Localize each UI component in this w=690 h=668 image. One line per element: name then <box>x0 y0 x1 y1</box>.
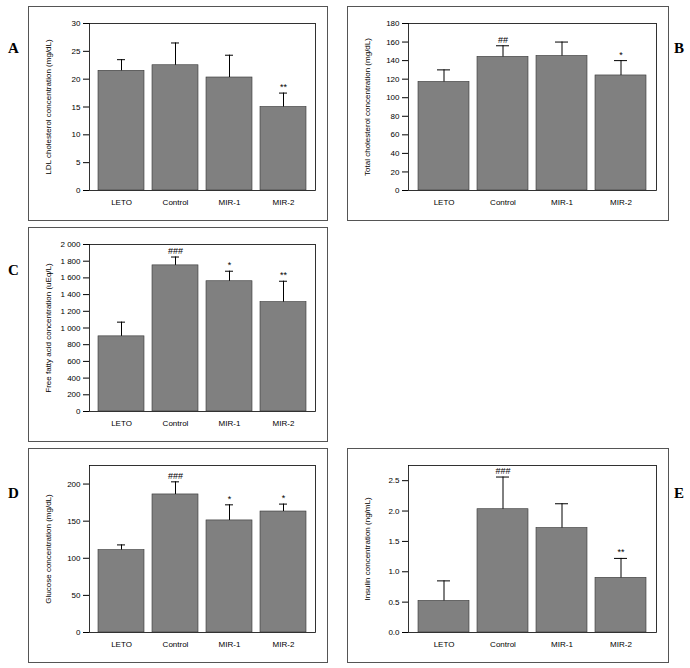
svg-text:60: 60 <box>391 130 400 139</box>
svg-text:Insulin concentration (ng/mL): Insulin concentration (ng/mL) <box>363 497 372 601</box>
html-text:D: D <box>8 485 19 501</box>
svg-text:100: 100 <box>386 93 400 102</box>
svg-text:40: 40 <box>391 149 400 158</box>
svg-text:2.0: 2.0 <box>388 507 400 516</box>
svg-text:Control: Control <box>163 198 189 207</box>
svg-text:50: 50 <box>72 591 81 600</box>
svg-text:0: 0 <box>76 186 81 195</box>
svg-text:Control: Control <box>490 198 516 207</box>
svg-text:400: 400 <box>67 374 81 383</box>
svg-text:800: 800 <box>67 340 81 349</box>
svg-text:160: 160 <box>386 38 400 47</box>
svg-text:1 600: 1 600 <box>60 273 81 282</box>
svg-text:5: 5 <box>76 158 81 167</box>
svg-text:**: ** <box>280 270 288 280</box>
svg-text:MIR-2: MIR-2 <box>610 640 632 649</box>
svg-text:1 400: 1 400 <box>60 290 81 299</box>
svg-text:MIR-1: MIR-1 <box>219 640 241 649</box>
svg-text:80: 80 <box>391 112 400 121</box>
svg-text:MIR-2: MIR-2 <box>273 640 295 649</box>
svg-text:Control: Control <box>163 640 189 649</box>
svg-text:1.5: 1.5 <box>388 537 400 546</box>
svg-text:10: 10 <box>72 130 81 139</box>
svg-text:100: 100 <box>67 554 81 563</box>
svg-text:120: 120 <box>386 75 400 84</box>
svg-text:###: ### <box>495 466 510 476</box>
svg-text:LETO: LETO <box>111 640 132 649</box>
svg-text:Total cholesterol concentratio: Total cholesterol concentration (mg/dL) <box>363 38 372 176</box>
svg-text:###: ### <box>168 471 183 481</box>
svg-text:1.0: 1.0 <box>388 567 400 576</box>
svg-text:200: 200 <box>67 480 81 489</box>
svg-text:MIR-1: MIR-1 <box>219 198 241 207</box>
svg-text:15: 15 <box>72 103 81 112</box>
svg-text:*: * <box>619 49 623 59</box>
svg-text:25: 25 <box>72 47 81 56</box>
svg-text:MIR-2: MIR-2 <box>610 198 632 207</box>
svg-text:MIR-1: MIR-1 <box>551 198 573 207</box>
svg-text:140: 140 <box>386 56 400 65</box>
svg-text:MIR-2: MIR-2 <box>273 419 295 428</box>
svg-text:*: * <box>228 260 232 270</box>
svg-text:Control: Control <box>163 419 189 428</box>
svg-text:30: 30 <box>72 19 81 28</box>
svg-text:*: * <box>282 493 286 503</box>
svg-text:0: 0 <box>76 407 81 416</box>
svg-text:0: 0 <box>76 628 81 637</box>
svg-text:20: 20 <box>391 168 400 177</box>
html-text:E: E <box>674 485 684 501</box>
svg-text:2.5: 2.5 <box>388 476 400 485</box>
svg-text:MIR-1: MIR-1 <box>219 419 241 428</box>
svg-text:*: * <box>228 494 232 504</box>
svg-text:**: ** <box>617 547 625 557</box>
svg-text:LETO: LETO <box>434 198 455 207</box>
svg-text:LETO: LETO <box>434 640 455 649</box>
svg-text:150: 150 <box>67 517 81 526</box>
svg-text:**: ** <box>280 82 288 92</box>
svg-text:600: 600 <box>67 357 81 366</box>
svg-text:0: 0 <box>395 186 400 195</box>
svg-text:1 200: 1 200 <box>60 307 81 316</box>
svg-text:Control: Control <box>490 640 516 649</box>
svg-text:MIR-1: MIR-1 <box>551 640 573 649</box>
svg-text:LETO: LETO <box>111 419 132 428</box>
svg-text:200: 200 <box>67 390 81 399</box>
svg-text:LDL cholesterol concentration: LDL cholesterol concentration (mg/dL) <box>44 39 53 175</box>
svg-text:0.0: 0.0 <box>388 628 400 637</box>
svg-text:LETO: LETO <box>111 198 132 207</box>
svg-text:MIR-2: MIR-2 <box>273 198 295 207</box>
svg-text:1 000: 1 000 <box>60 324 81 333</box>
svg-text:20: 20 <box>72 75 81 84</box>
svg-text:0.5: 0.5 <box>388 598 400 607</box>
svg-text:1 800: 1 800 <box>60 257 81 266</box>
html-text:B: B <box>674 40 684 56</box>
svg-text:###: ### <box>168 246 183 256</box>
html-text:A: A <box>8 40 19 56</box>
svg-text:2 000: 2 000 <box>60 240 81 249</box>
svg-text:Free fatty acid concentration: Free fatty acid concentration (uEq/L) <box>44 263 53 393</box>
svg-text:##: ## <box>498 35 508 45</box>
svg-text:180: 180 <box>386 19 400 28</box>
html-text:C: C <box>8 262 19 278</box>
svg-text:Glucose concentration (mg/dL): Glucose concentration (mg/dL) <box>44 494 53 604</box>
